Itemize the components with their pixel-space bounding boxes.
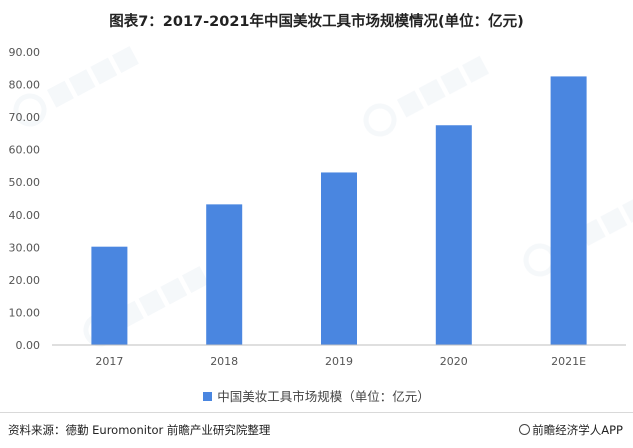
svg-text:■■■■: ■■■■: [42, 39, 143, 112]
bar-2019: [321, 172, 357, 345]
x-tick-label: 2018: [210, 355, 238, 368]
bars: [91, 76, 587, 346]
legend-swatch: [203, 392, 213, 401]
y-tick-label: 50.00: [9, 176, 41, 189]
y-tick-label: 20.00: [9, 274, 41, 287]
legend: 中国美妆工具市场规模（单位：亿元）: [0, 386, 633, 405]
footer-divider: [0, 412, 633, 413]
chart-title: 图表7：2017-2021年中国美妆工具市场规模情况(单位：亿元): [109, 14, 524, 30]
x-tick-label: 2019: [325, 355, 353, 368]
y-tick-label: 60.00: [9, 144, 41, 157]
y-tick-label: 10.00: [9, 306, 41, 319]
brand-footer: 前瞻经济学人APP: [519, 422, 623, 438]
x-tick-label: 2021E: [551, 355, 586, 368]
bar-2017: [91, 246, 128, 345]
brand-logo-icon: [519, 424, 531, 435]
x-tick-label: 2020: [440, 355, 468, 368]
y-tick-label: 40.00: [9, 209, 41, 222]
bar-2021E: [550, 76, 587, 346]
x-tick-label: 2017: [95, 355, 123, 368]
brand-label: 前瞻经济学人APP: [532, 423, 623, 437]
source-note: 资料来源：德勤 Euromonitor 前瞻产业研究院整理: [8, 423, 271, 437]
legend-label: 中国美妆工具市场规模（单位：亿元）: [217, 389, 430, 404]
svg-text:■■■■: ■■■■: [392, 49, 493, 122]
y-tick-label: 70.00: [9, 111, 41, 124]
y-axis-labels: 0.00 10.00 20.00 30.00 40.00 50.00 60.00 70.00 8…: [9, 46, 41, 352]
bar-2020: [435, 125, 472, 345]
y-tick-label: 30.00: [9, 241, 41, 254]
y-tick-label: 90.00: [9, 46, 41, 59]
x-axis-labels: 2017 2018 2019 2020 2021E: [95, 355, 586, 368]
bar-2018: [206, 204, 243, 345]
y-tick-label: 0.00: [16, 339, 41, 352]
bar-chart: ■■■■ ■■■■ ■■■■ ■■■■ 0.0010.0020.0030.004…: [9, 39, 633, 368]
y-tick-label: 80.00: [9, 79, 41, 92]
